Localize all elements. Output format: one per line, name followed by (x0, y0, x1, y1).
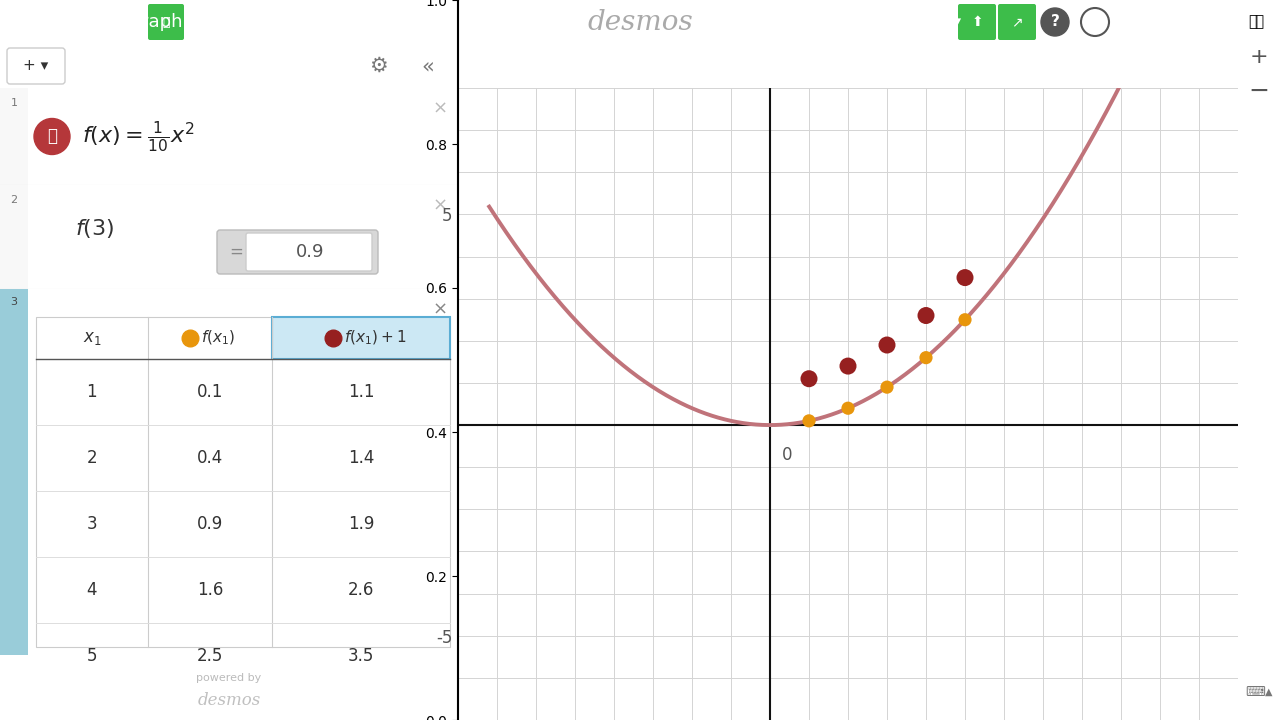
FancyBboxPatch shape (218, 230, 378, 274)
Text: 2.5: 2.5 (197, 647, 223, 665)
Point (838, 360, 859, 372)
Text: 1: 1 (10, 98, 18, 108)
Text: 0.9: 0.9 (296, 243, 324, 261)
Point (915, 310, 936, 321)
FancyBboxPatch shape (957, 4, 996, 40)
Text: 0.1: 0.1 (197, 383, 223, 401)
Text: 1.6: 1.6 (197, 581, 223, 599)
Text: 0.9: 0.9 (197, 515, 223, 533)
FancyBboxPatch shape (148, 4, 184, 40)
Point (799, 415, 819, 427)
Text: + ▾: + ▾ (23, 58, 49, 73)
Text: ×: × (433, 197, 448, 215)
Text: +: + (1249, 48, 1268, 67)
FancyBboxPatch shape (6, 48, 65, 84)
Circle shape (1041, 8, 1069, 36)
Text: ↗: ↗ (1011, 15, 1023, 29)
Text: −: − (1248, 79, 1270, 103)
Text: desmos: desmos (197, 692, 261, 709)
Text: 2: 2 (10, 195, 18, 205)
Text: 🔧: 🔧 (1254, 14, 1263, 30)
Text: 5: 5 (87, 647, 97, 665)
Text: Untitled Graph: Untitled Graph (50, 13, 183, 31)
Text: 0: 0 (782, 446, 792, 464)
Text: 🔧: 🔧 (1248, 14, 1257, 30)
Text: ⌨: ⌨ (1245, 685, 1265, 699)
Text: ⊕: ⊕ (1088, 13, 1102, 31)
Text: 2.6: 2.6 (348, 581, 374, 599)
Text: $f(x_1)+1$: $f(x_1)+1$ (344, 329, 406, 347)
Bar (0, 88, 28, 185)
Text: $f(x_1)$: $f(x_1)$ (201, 329, 236, 347)
Text: 0.4: 0.4 (197, 449, 223, 467)
FancyBboxPatch shape (246, 233, 372, 271)
Text: 1: 1 (87, 383, 97, 401)
Text: 3.5: 3.5 (348, 647, 374, 665)
Text: 3: 3 (87, 515, 97, 533)
Circle shape (35, 119, 70, 155)
Point (877, 382, 897, 393)
Point (955, 314, 975, 325)
Text: ?: ? (1051, 14, 1060, 29)
Bar (0, 289, 28, 655)
Text: $x_1$: $x_1$ (83, 329, 101, 347)
Text: «: « (421, 56, 434, 76)
Point (955, 272, 975, 284)
Point (877, 339, 897, 351)
Bar (271, 317, 451, 359)
Text: 1.4: 1.4 (348, 449, 374, 467)
Text: 3: 3 (10, 297, 18, 307)
Text: ×: × (433, 301, 448, 319)
Text: Michael ▾: Michael ▾ (890, 14, 961, 30)
Text: ⚙: ⚙ (369, 56, 388, 76)
Text: $f(3)$: $f(3)$ (76, 217, 114, 240)
FancyBboxPatch shape (998, 4, 1036, 40)
Point (799, 373, 819, 384)
Point (915, 352, 936, 364)
Text: ▲: ▲ (1265, 687, 1272, 697)
Point (838, 402, 859, 414)
Text: =: = (229, 243, 243, 261)
Text: 1.9: 1.9 (348, 515, 374, 533)
Text: 1.1: 1.1 (348, 383, 374, 401)
Text: 💾: 💾 (163, 16, 170, 29)
Text: $f(x) = \frac{1}{10}x^2$: $f(x) = \frac{1}{10}x^2$ (82, 119, 195, 154)
Text: ⬆: ⬆ (972, 15, 983, 29)
Text: 𝒩: 𝒩 (47, 127, 58, 145)
Bar (0, 185, 28, 289)
Text: ×: × (433, 100, 448, 118)
Text: 2: 2 (87, 449, 97, 467)
Text: powered by: powered by (196, 672, 261, 683)
Text: 4: 4 (87, 581, 97, 599)
Text: desmos: desmos (588, 9, 692, 35)
